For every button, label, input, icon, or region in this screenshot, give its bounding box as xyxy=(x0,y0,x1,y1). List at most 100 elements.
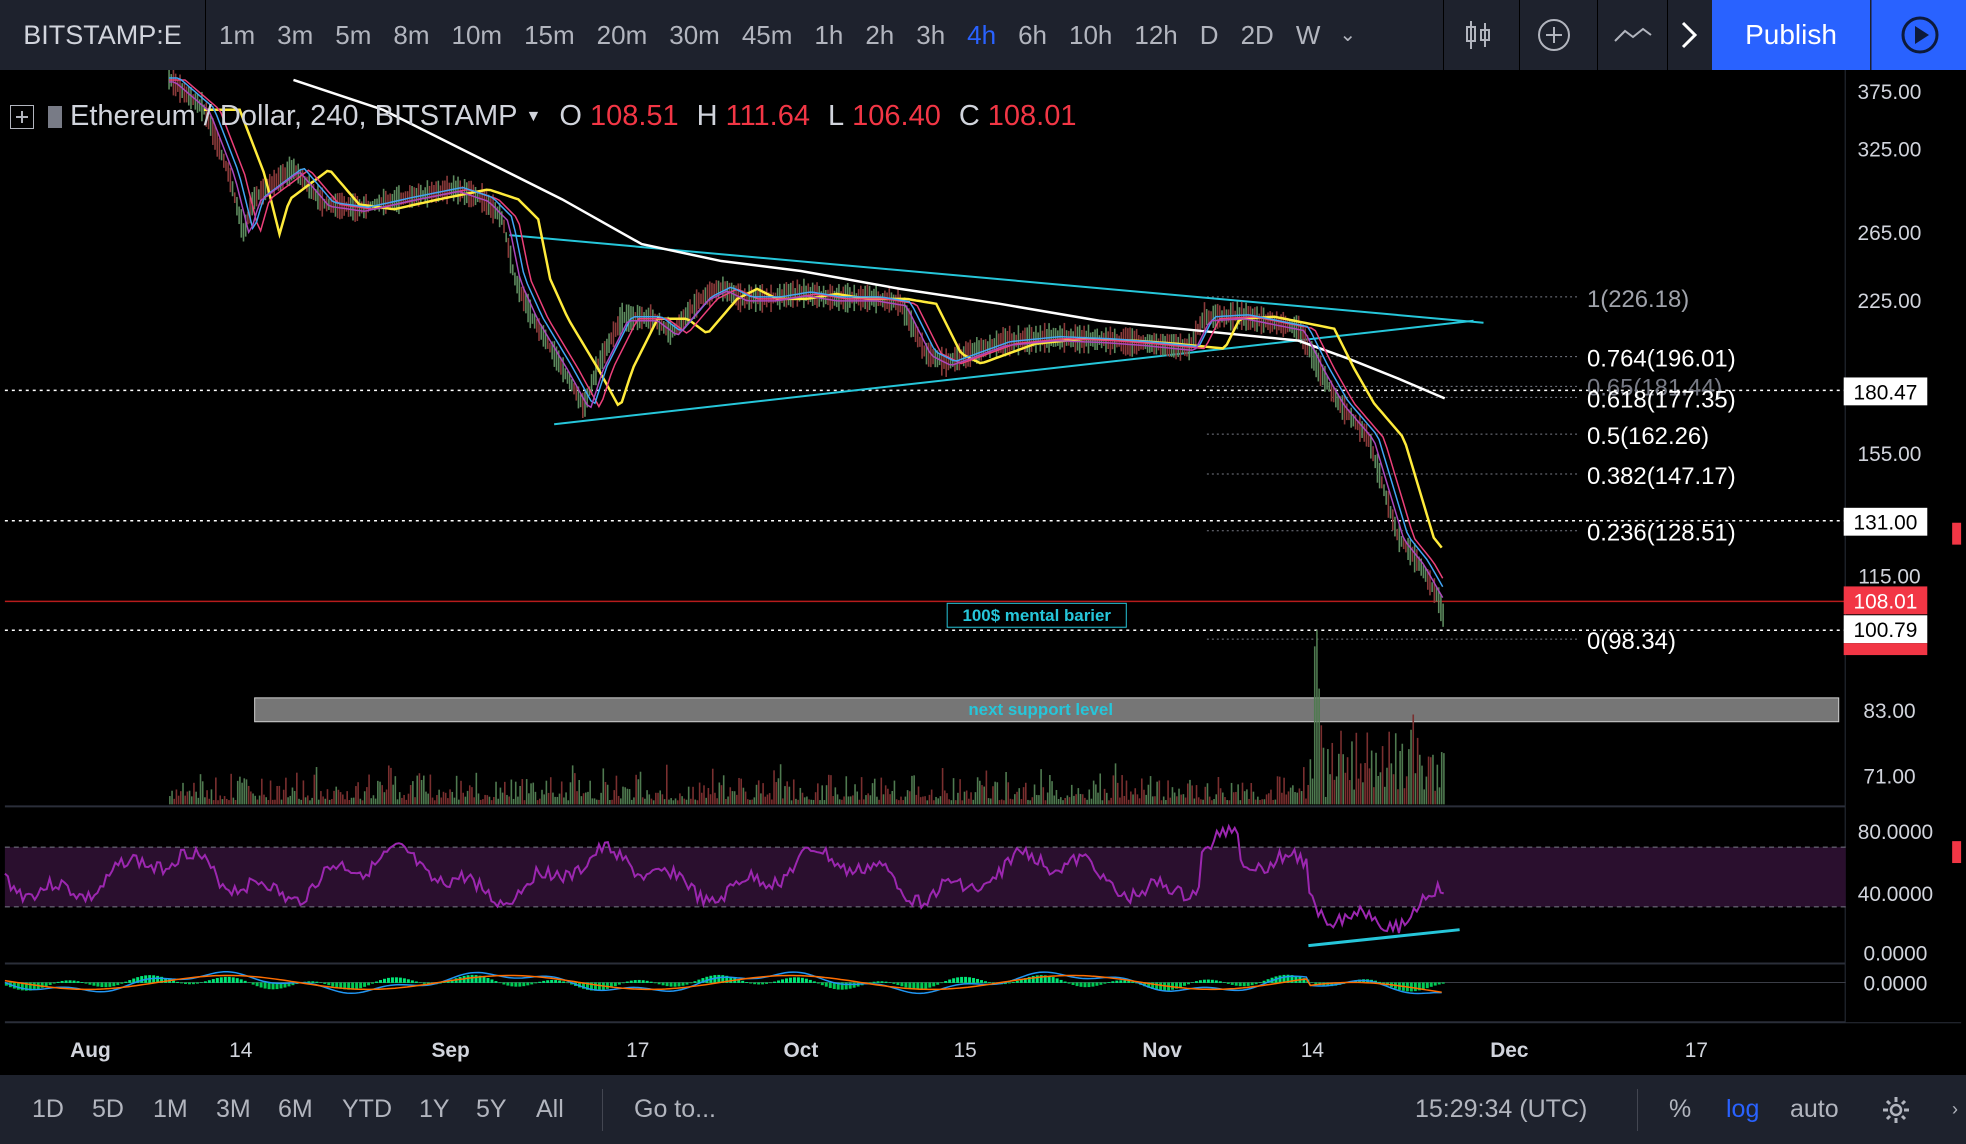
interval-6h[interactable]: 6h xyxy=(1018,20,1047,50)
macd-bar xyxy=(1031,975,1035,983)
volume-bar xyxy=(711,768,714,805)
volume-bar xyxy=(1353,789,1355,805)
collapse-chevron-icon[interactable]: › xyxy=(1952,1099,1958,1119)
macd-bar xyxy=(980,980,983,983)
interval-3m[interactable]: 3m xyxy=(277,20,314,50)
series-title[interactable]: Ethereum / Dollar, 240, BITSTAMP xyxy=(70,100,518,132)
macd-bar xyxy=(773,981,777,983)
volume-bar xyxy=(1090,798,1093,805)
log-scale-toggle[interactable]: log xyxy=(1726,1095,1760,1123)
macd-bar xyxy=(1111,981,1115,983)
macd-bar xyxy=(1413,982,1417,992)
macd-bar xyxy=(1115,980,1119,983)
interval-3h[interactable]: 3h xyxy=(916,20,946,50)
interval-45m[interactable]: 45m xyxy=(741,20,793,50)
volume-bar xyxy=(941,768,944,805)
volume-bar xyxy=(169,796,171,805)
ema-blue[interactable] xyxy=(169,77,1444,588)
range-ytd[interactable]: YTD xyxy=(342,1095,392,1123)
macd-bar xyxy=(56,981,60,983)
volume-bar xyxy=(545,780,548,805)
support-zone[interactable] xyxy=(254,697,1840,723)
replay-play-icon[interactable] xyxy=(1871,0,1966,70)
volume-bar xyxy=(1267,793,1270,805)
macd-bar xyxy=(880,981,884,983)
interval-8m[interactable]: 8m xyxy=(393,20,430,50)
settings-gear-icon[interactable] xyxy=(1881,1075,1911,1144)
interval-15m[interactable]: 15m xyxy=(524,20,575,50)
macd-bar xyxy=(267,982,271,990)
macd-line[interactable] xyxy=(4,971,1442,995)
interval-2h[interactable]: 2h xyxy=(865,20,895,50)
interval-20m[interactable]: 20m xyxy=(596,20,648,50)
macd-bar xyxy=(784,978,788,983)
interval-30m[interactable]: 30m xyxy=(669,20,720,50)
volume-bar xyxy=(1200,799,1202,805)
interval-10h[interactable]: 10h xyxy=(1069,20,1113,50)
macd-signal-line[interactable] xyxy=(4,974,1442,993)
volume-bar xyxy=(749,799,751,805)
candles-chart-type-icon[interactable] xyxy=(1443,0,1512,70)
lower-trendline[interactable] xyxy=(554,319,1474,426)
volume-bar xyxy=(1195,785,1198,805)
publish-button[interactable]: Publish xyxy=(1712,0,1870,70)
range-all[interactable]: All xyxy=(536,1095,564,1123)
macd-bar xyxy=(339,982,343,989)
add-indicator-icon[interactable] xyxy=(1519,0,1588,70)
volume-bar xyxy=(1243,791,1246,805)
interval-4h[interactable]: 4h xyxy=(967,20,997,50)
ema-purple[interactable] xyxy=(169,81,1444,599)
volume-bar xyxy=(381,785,383,805)
interval-1h[interactable]: 1h xyxy=(814,20,844,50)
interval-2d[interactable]: 2D xyxy=(1240,20,1274,50)
volume-bar xyxy=(1263,799,1266,805)
clock[interactable]: 15:29:34 (UTC) xyxy=(1415,1095,1588,1123)
ema-yellow[interactable] xyxy=(203,108,1443,549)
time-tick: Aug xyxy=(70,1039,111,1062)
interval-w[interactable]: W xyxy=(1295,20,1321,50)
volume-bar xyxy=(1381,746,1384,805)
volume-bar xyxy=(449,789,451,805)
macd-bar xyxy=(156,975,160,983)
price-chart[interactable]: 1(226.18) 0.764(196.01) 0.65(181.44) 0.6… xyxy=(0,70,1966,1070)
volume-bar xyxy=(1296,792,1299,805)
volume-bar xyxy=(337,789,340,805)
rsi-divergence-line[interactable] xyxy=(1308,928,1460,948)
macd-bar xyxy=(140,976,144,983)
volume-bar xyxy=(188,790,191,805)
volume-bar xyxy=(976,777,979,805)
go-to-date-button[interactable]: Go to... xyxy=(634,1095,716,1123)
range-1m[interactable]: 1M xyxy=(153,1095,188,1123)
macd-bar xyxy=(745,982,749,983)
interval-5m[interactable]: 5m xyxy=(335,20,372,50)
volume-bar xyxy=(1029,800,1031,805)
auto-scale-toggle[interactable]: auto xyxy=(1790,1095,1839,1123)
range-1d[interactable]: 1D xyxy=(32,1095,64,1123)
volume-bar xyxy=(490,800,493,805)
volume-bar xyxy=(740,778,743,805)
range-1y[interactable]: 1Y xyxy=(419,1095,450,1123)
moving-average-white[interactable] xyxy=(293,78,1446,400)
range-3m[interactable]: 3M xyxy=(216,1095,251,1123)
interval-d[interactable]: D xyxy=(1199,20,1219,50)
volume-bar xyxy=(628,789,631,805)
percent-scale-toggle[interactable]: % xyxy=(1669,1095,1692,1123)
range-5d[interactable]: 5D xyxy=(92,1095,124,1123)
symbol-search-button[interactable]: BITSTAMP:E xyxy=(0,0,206,70)
rsi-line[interactable] xyxy=(4,823,1444,934)
series-dropdown-icon[interactable]: ▼ xyxy=(525,107,542,125)
interval-10m[interactable]: 10m xyxy=(451,20,503,50)
volume-bar xyxy=(1031,797,1034,805)
compare-icon[interactable] xyxy=(1597,0,1668,70)
interval-dropdown-chevron-icon[interactable]: ⌄ xyxy=(1339,24,1357,46)
fib-retracement[interactable] xyxy=(1206,296,1578,640)
range-5y[interactable]: 5Y xyxy=(476,1095,507,1123)
interval-1m[interactable]: 1m xyxy=(219,20,256,50)
interval-12h[interactable]: 12h xyxy=(1134,20,1178,50)
volume-bar xyxy=(241,782,243,805)
volume-bar xyxy=(1419,754,1421,805)
chevron-right-icon[interactable] xyxy=(1667,0,1710,70)
range-6m[interactable]: 6M xyxy=(278,1095,313,1123)
volume-bar xyxy=(171,790,173,805)
expand-legend-icon[interactable] xyxy=(10,104,34,129)
